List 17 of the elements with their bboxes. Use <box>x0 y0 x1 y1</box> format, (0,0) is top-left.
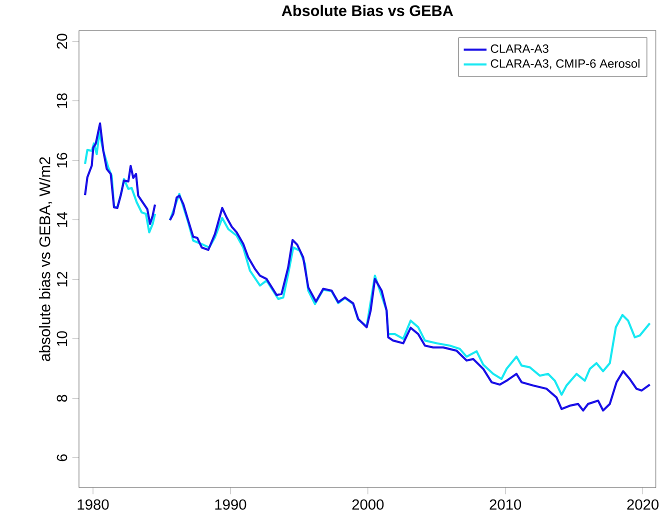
x-tick-label: 1990 <box>215 500 246 510</box>
chart-title: Absolute Bias vs GEBA <box>282 5 454 16</box>
y-axis-title: absolute bias vs GEBA, W/m2 <box>39 157 52 362</box>
legend-label: CLARA-A3, CMIP-6 Aerosol <box>490 59 640 70</box>
x-tick-label: 2010 <box>490 500 522 510</box>
x-tick-label: 1980 <box>78 500 109 510</box>
y-tick-label: 20 <box>56 34 68 49</box>
legend-label: CLARA-A3 <box>490 44 548 54</box>
y-tick-label: 10 <box>56 331 68 346</box>
x-tick-label: 2020 <box>627 500 659 510</box>
x-tick-label: 2000 <box>352 500 384 510</box>
y-tick-label: 12 <box>56 272 68 287</box>
y-tick-label: 14 <box>57 212 68 228</box>
y-tick-label: 6 <box>56 454 68 462</box>
y-tick-label: 16 <box>56 153 68 168</box>
y-tick-label: 18 <box>56 94 68 108</box>
y-tick-label: 8 <box>56 395 68 402</box>
